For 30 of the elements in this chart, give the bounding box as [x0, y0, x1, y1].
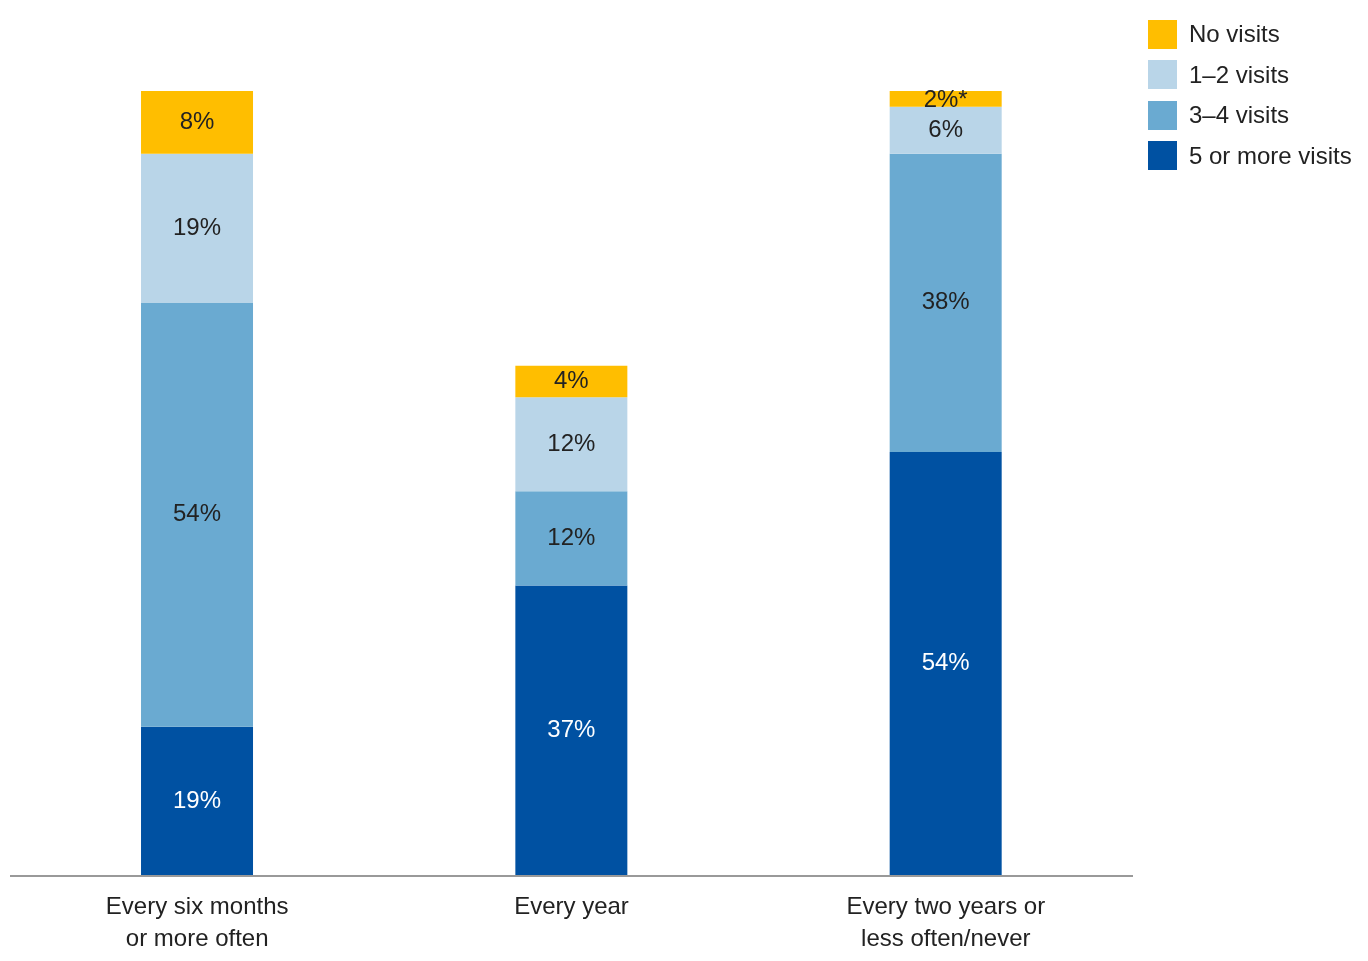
- bar: [141, 726, 254, 876]
- bar: [515, 365, 628, 398]
- x-tick-label: Every two years or less often/never: [846, 892, 1046, 951]
- data-label: 54%: [172, 499, 222, 527]
- bar: [889, 153, 1002, 453]
- data-label: 12%: [547, 428, 596, 456]
- bar: [515, 585, 628, 876]
- bar: [141, 91, 254, 154]
- legend-label: 1–2 visits: [1189, 60, 1290, 89]
- legend-label: 3–4 visits: [1189, 101, 1290, 130]
- data-label: 2%*: [923, 85, 968, 113]
- bar: [889, 452, 1002, 876]
- data-label: 4%: [554, 365, 589, 393]
- data-label: 19%: [172, 212, 222, 240]
- bar: [141, 302, 254, 727]
- bar: [515, 397, 628, 492]
- bar: [889, 106, 1002, 154]
- bar: [515, 491, 628, 586]
- data-label: 19%: [172, 785, 222, 813]
- bar: [141, 153, 254, 303]
- data-label: 54%: [921, 648, 970, 676]
- legend-label: No visits: [1189, 20, 1280, 49]
- data-label: 6%: [928, 114, 964, 142]
- x-tick-label: Every year: [514, 892, 629, 919]
- data-label: 37%: [547, 715, 596, 743]
- data-label: 8%: [179, 106, 215, 134]
- data-label: 38%: [921, 287, 970, 315]
- legend-label: 5 or more visits: [1189, 141, 1352, 170]
- x-tick-label: Every six months or more often: [105, 892, 289, 951]
- data-label: 12%: [547, 522, 596, 550]
